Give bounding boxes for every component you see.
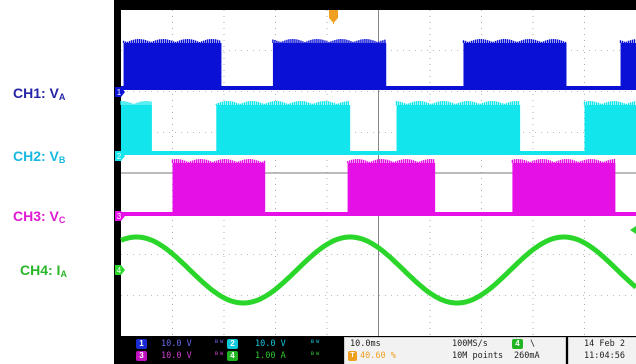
record-length: 10M points [452,351,504,361]
ch1-noise [462,39,567,43]
ch3-label: CH3: VC [13,208,65,225]
ch1-pulse [272,43,387,89]
screen-frame-left [114,0,121,340]
ch4-label-text: CH4: I [20,262,61,278]
ch3-pulse [512,163,616,215]
time: 11:04:56 [584,351,625,361]
ch2-noise [120,101,152,105]
trigger-source-badge[interactable]: 4 [512,339,523,349]
trigger-slope-icon: \ [530,339,536,349]
ch3-noise [511,159,616,163]
ch1-label-text: CH1: V [13,85,59,101]
ch2-pulse [584,105,636,154]
ch2-scale: 10.0 V [255,339,286,349]
ch3-label-text: CH3: V [13,208,59,224]
date: 14 Feb 2 [584,339,625,349]
ch2-label-sub: B [58,155,66,165]
ch3-pulse [172,163,266,215]
ch3-trace [121,159,636,216]
ch1-label-sub: A [58,92,66,102]
datetime-panel [568,337,636,364]
ch2-bw-icon: ᴮᵂ [310,339,321,349]
ch1-scale: 10.0 V [161,339,192,349]
trigger-position-icon: T [348,351,357,361]
ch3-bw-icon: ᴮᵂ [214,351,225,361]
ch2-label-text: CH2: V [13,148,59,164]
ch2-noise [215,101,349,105]
ch4-sine [119,234,636,306]
ch4-label: CH4: IA [20,262,67,279]
sample-rate: 100MS/s [452,339,488,349]
ch2-pulse [216,105,351,154]
ch3-pulse [347,163,436,215]
ch4-scale: 1.00 A [255,351,286,361]
ch1-ground-marker[interactable]: 1 [115,87,125,97]
ch3-ground-marker[interactable]: 3 [115,211,125,221]
ch3-noise [171,159,266,163]
ch3-badge[interactable]: 3 [136,351,147,361]
ch1-badge[interactable]: 1 [136,339,147,349]
ch1-pulse [620,43,636,89]
ch1-noise [122,39,221,43]
ch2-pulse [396,105,521,154]
ch2-label: CH2: VB [13,148,65,165]
ch2-marker-label: 2 [117,152,122,161]
ch2-noise [395,101,520,105]
traces [119,39,636,306]
screen-frame-top [114,0,636,10]
ch3-label-sub: C [58,215,66,225]
ch2-badge[interactable]: 2 [227,339,238,349]
status-bar: 1 10.0 V ᴮᵂ 2 10.0 V ᴮᵂ 3 10.0 V ᴮᵂ 4 1.… [114,336,636,364]
ch4-marker-label: 4 [117,266,122,275]
ch4-trace [119,234,636,306]
trigger-position: 40.60 % [360,351,396,361]
ch2-ground-marker[interactable]: 2 [115,151,125,161]
ch4-label-sub: A [60,269,67,279]
ch1-pulse [463,43,567,89]
ch3-noise [346,159,435,163]
trigger-level: 260mA [514,351,540,361]
ch2-low-level [121,151,636,155]
ch4-badge[interactable]: 4 [227,351,238,361]
ch1-noise [619,39,636,43]
ch1-trace [121,39,636,90]
ch4-bw-icon: ᴮᵂ [310,351,321,361]
ch3-marker-label: 3 [117,212,122,221]
ch2-trace [120,101,636,155]
timebase: 10.0ms [350,339,381,349]
ch1-pulse [123,43,222,89]
trigger-time-marker[interactable] [329,10,338,24]
ch1-marker-label: 1 [117,88,122,97]
ch1-noise [272,39,386,43]
ch3-scale: 10.0 V [161,351,192,361]
ch1-label: CH1: VA [13,85,65,102]
trigger-level-marker[interactable] [630,226,636,234]
timebase-panel[interactable] [344,337,566,364]
ch1-bw-icon: ᴮᵂ [214,339,225,349]
ch2-pulse [121,105,152,154]
ch2-noise [583,101,636,105]
ch4-ground-marker[interactable]: 4 [115,265,125,275]
channel-markers: 1 2 3 4 [115,10,636,275]
